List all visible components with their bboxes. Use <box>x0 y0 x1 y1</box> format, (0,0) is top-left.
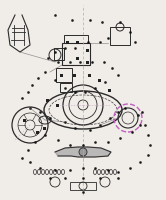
Bar <box>86 60 89 64</box>
Bar <box>98 78 101 82</box>
Bar <box>24 118 27 121</box>
Bar <box>77 40 80 44</box>
Bar <box>88 73 91 76</box>
Bar <box>54 48 64 60</box>
Bar <box>60 83 72 92</box>
Bar <box>43 127 46 130</box>
Bar <box>74 73 77 76</box>
Bar <box>56 104 59 106</box>
Bar <box>62 43 90 65</box>
Bar <box>86 48 89 51</box>
Bar <box>77 56 80 60</box>
Polygon shape <box>55 147 111 157</box>
Bar <box>110 27 130 45</box>
Bar <box>37 130 40 134</box>
Bar <box>46 98 49 102</box>
Bar <box>67 40 70 44</box>
Bar <box>70 182 96 190</box>
Circle shape <box>79 148 87 156</box>
Bar <box>64 35 88 43</box>
Bar <box>60 73 64 76</box>
Bar <box>109 88 112 92</box>
Bar <box>56 68 72 82</box>
